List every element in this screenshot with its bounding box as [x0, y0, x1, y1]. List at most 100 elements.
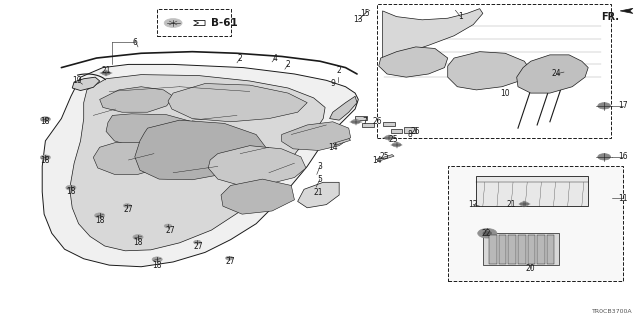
Circle shape: [351, 120, 360, 124]
Polygon shape: [376, 155, 394, 161]
Text: 10: 10: [500, 89, 510, 98]
Circle shape: [152, 257, 163, 262]
Circle shape: [102, 71, 111, 75]
Circle shape: [225, 256, 233, 260]
Text: 25: 25: [379, 152, 388, 161]
Polygon shape: [221, 179, 294, 214]
Text: 27: 27: [226, 258, 236, 267]
Text: 18: 18: [95, 216, 104, 225]
Text: 13: 13: [353, 15, 363, 24]
Circle shape: [95, 213, 105, 218]
Text: 15: 15: [360, 9, 369, 18]
Polygon shape: [93, 142, 170, 174]
Text: 19: 19: [72, 76, 82, 85]
Bar: [489, 235, 497, 264]
Bar: [383, 122, 395, 125]
Circle shape: [392, 142, 401, 147]
Circle shape: [483, 231, 492, 236]
Text: 26: 26: [411, 127, 420, 136]
Polygon shape: [282, 122, 351, 150]
Bar: [378, 4, 611, 138]
Bar: [448, 166, 623, 281]
Polygon shape: [620, 8, 633, 13]
Text: 2: 2: [337, 66, 342, 75]
Text: 3: 3: [317, 162, 323, 171]
Circle shape: [385, 135, 394, 140]
Bar: [537, 235, 545, 264]
Text: 6: 6: [132, 38, 137, 47]
Text: 11: 11: [619, 194, 628, 203]
Text: 18: 18: [133, 238, 143, 247]
Circle shape: [66, 185, 76, 190]
Text: 25: 25: [388, 135, 398, 144]
Text: 8: 8: [407, 130, 412, 139]
Polygon shape: [106, 114, 198, 147]
Circle shape: [477, 228, 497, 238]
Text: 4: 4: [273, 53, 278, 62]
Bar: [157, 9, 230, 36]
Circle shape: [133, 235, 143, 240]
Text: 2: 2: [285, 60, 291, 69]
Polygon shape: [42, 64, 358, 267]
Circle shape: [520, 202, 529, 206]
Text: 24: 24: [552, 69, 561, 78]
Text: 21: 21: [507, 200, 516, 209]
Text: 18: 18: [152, 261, 162, 270]
Bar: [391, 129, 403, 133]
Text: 21: 21: [101, 66, 111, 75]
Polygon shape: [168, 84, 307, 122]
Text: 18: 18: [41, 156, 50, 164]
Polygon shape: [516, 55, 588, 93]
Text: 14: 14: [328, 143, 337, 152]
Polygon shape: [72, 77, 100, 91]
Text: 16: 16: [618, 152, 628, 161]
Circle shape: [598, 154, 611, 160]
Polygon shape: [100, 87, 173, 112]
Polygon shape: [333, 139, 351, 145]
Text: 7: 7: [362, 117, 367, 126]
Polygon shape: [70, 75, 325, 251]
Bar: [476, 176, 588, 206]
Text: 14: 14: [372, 156, 382, 164]
Text: 12: 12: [468, 200, 478, 209]
Text: FR.: FR.: [601, 12, 619, 22]
Circle shape: [124, 204, 131, 207]
Polygon shape: [135, 120, 266, 180]
Bar: [518, 235, 525, 264]
Bar: [355, 116, 367, 120]
Polygon shape: [193, 20, 205, 26]
Bar: [404, 127, 416, 133]
Text: 9: 9: [330, 79, 335, 88]
Text: 27: 27: [194, 242, 204, 251]
Polygon shape: [379, 47, 448, 77]
Bar: [527, 235, 535, 264]
Text: 27: 27: [165, 226, 175, 235]
Circle shape: [598, 103, 611, 109]
Bar: [547, 235, 554, 264]
Bar: [508, 235, 516, 264]
Circle shape: [164, 224, 172, 228]
Circle shape: [164, 19, 182, 28]
Text: B-61: B-61: [211, 18, 238, 28]
Text: 18: 18: [41, 117, 50, 126]
Text: 20: 20: [526, 264, 536, 273]
Polygon shape: [383, 9, 483, 64]
Bar: [499, 235, 506, 264]
Circle shape: [40, 155, 51, 160]
Polygon shape: [448, 52, 531, 90]
Text: 22: 22: [481, 229, 491, 238]
Polygon shape: [208, 146, 306, 186]
Text: 18: 18: [66, 188, 76, 196]
Text: 5: 5: [317, 175, 323, 184]
Polygon shape: [298, 182, 339, 208]
Text: 21: 21: [314, 188, 323, 197]
Bar: [362, 123, 374, 127]
Circle shape: [40, 117, 51, 122]
Text: 26: 26: [372, 117, 382, 126]
Bar: [483, 233, 559, 265]
Text: 2: 2: [238, 53, 243, 62]
Text: 27: 27: [124, 205, 133, 214]
Text: 1: 1: [458, 12, 463, 21]
Polygon shape: [330, 96, 357, 120]
Circle shape: [193, 240, 201, 244]
